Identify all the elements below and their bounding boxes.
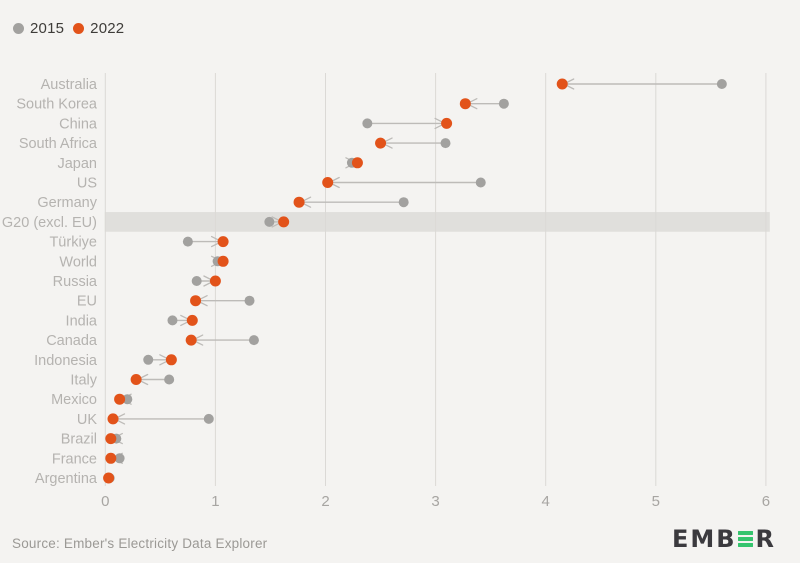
dot-2015 [362, 118, 373, 129]
category-label: Russia [53, 274, 98, 290]
dot-2015 [440, 138, 451, 149]
dot-2015 [122, 394, 133, 405]
legend-dot-2022-icon [73, 23, 85, 34]
category-label: G20 (excl. EU) [2, 215, 97, 231]
category-label: World [59, 254, 97, 270]
chart-legend: 2015 2022 [13, 20, 124, 37]
ember-logo-letters-emb: EMB [671, 525, 737, 553]
category-label: South Korea [16, 97, 98, 113]
category-label: France [52, 451, 97, 467]
legend-item-2015: 2015 [13, 20, 64, 37]
category-label: Türkiye [49, 235, 97, 251]
dot-2015 [475, 177, 486, 188]
x-tick-label: 6 [762, 493, 770, 510]
category-label: Indonesia [34, 353, 98, 369]
ember-logo-letter-r: R [755, 525, 776, 553]
category-label: Argentina [35, 471, 98, 487]
category-label: India [66, 313, 98, 329]
ember-logo: EMB R [672, 527, 776, 551]
dot-2022 [186, 314, 198, 326]
category-label: Canada [46, 333, 98, 349]
dot-2022 [375, 137, 387, 149]
dot-2015 [114, 453, 125, 464]
category-label: US [77, 176, 97, 192]
dot-2022 [459, 98, 471, 110]
legend-label-2015: 2015 [30, 20, 65, 37]
dot-2022 [105, 452, 117, 464]
dot-2022 [105, 433, 117, 445]
dot-2022 [293, 196, 305, 208]
dot-2022 [217, 236, 229, 248]
dot-2015 [264, 216, 275, 227]
dot-2015 [498, 98, 509, 109]
legend-label-2022: 2022 [90, 20, 125, 37]
dot-2022 [165, 354, 177, 366]
category-label: Australia [41, 77, 98, 93]
dot-2015 [167, 315, 178, 326]
x-tick-label: 4 [542, 493, 550, 510]
x-tick-label: 2 [321, 493, 329, 510]
dot-2022 [556, 78, 568, 90]
dot-2022 [130, 374, 142, 385]
dot-2022 [103, 472, 115, 484]
dot-2015 [143, 354, 154, 365]
dot-2015 [248, 335, 259, 346]
dot-2015 [244, 295, 255, 306]
dot-2022 [190, 295, 202, 307]
category-label: EU [77, 294, 97, 310]
dot-2015 [182, 236, 193, 247]
category-label: Germany [37, 195, 97, 211]
category-label: China [59, 116, 98, 132]
category-label: South Africa [19, 136, 98, 152]
dot-2015 [203, 413, 214, 424]
x-tick-label: 1 [211, 493, 219, 510]
dot-2022 [441, 117, 453, 129]
x-tick-label: 0 [101, 493, 109, 510]
x-tick-label: 5 [652, 493, 660, 510]
dot-2022 [322, 177, 334, 188]
dot-2022 [217, 255, 229, 267]
category-label: UK [77, 412, 97, 428]
highlight-band-g20 [104, 212, 770, 232]
ember-logo-green-e-icon [737, 531, 753, 547]
dot-2022 [351, 157, 363, 169]
x-tick-label: 3 [431, 493, 439, 510]
dot-2022 [107, 413, 119, 425]
legend-item-2022: 2022 [73, 20, 124, 37]
category-label: Brazil [61, 432, 97, 448]
dot-2022 [185, 334, 197, 346]
dot-2015 [191, 276, 202, 286]
dot-2015 [398, 197, 409, 208]
category-label: Italy [70, 373, 97, 389]
dot-2022 [278, 216, 290, 228]
category-label: Mexico [51, 392, 97, 408]
dot-2022 [114, 393, 126, 405]
category-label: Japan [57, 156, 97, 172]
dot-2015 [164, 374, 175, 385]
source-attribution: Source: Ember's Electricity Data Explore… [12, 536, 268, 551]
legend-dot-2015-icon [13, 23, 24, 34]
dot-2022 [209, 275, 221, 287]
dot-2015 [716, 79, 727, 89]
